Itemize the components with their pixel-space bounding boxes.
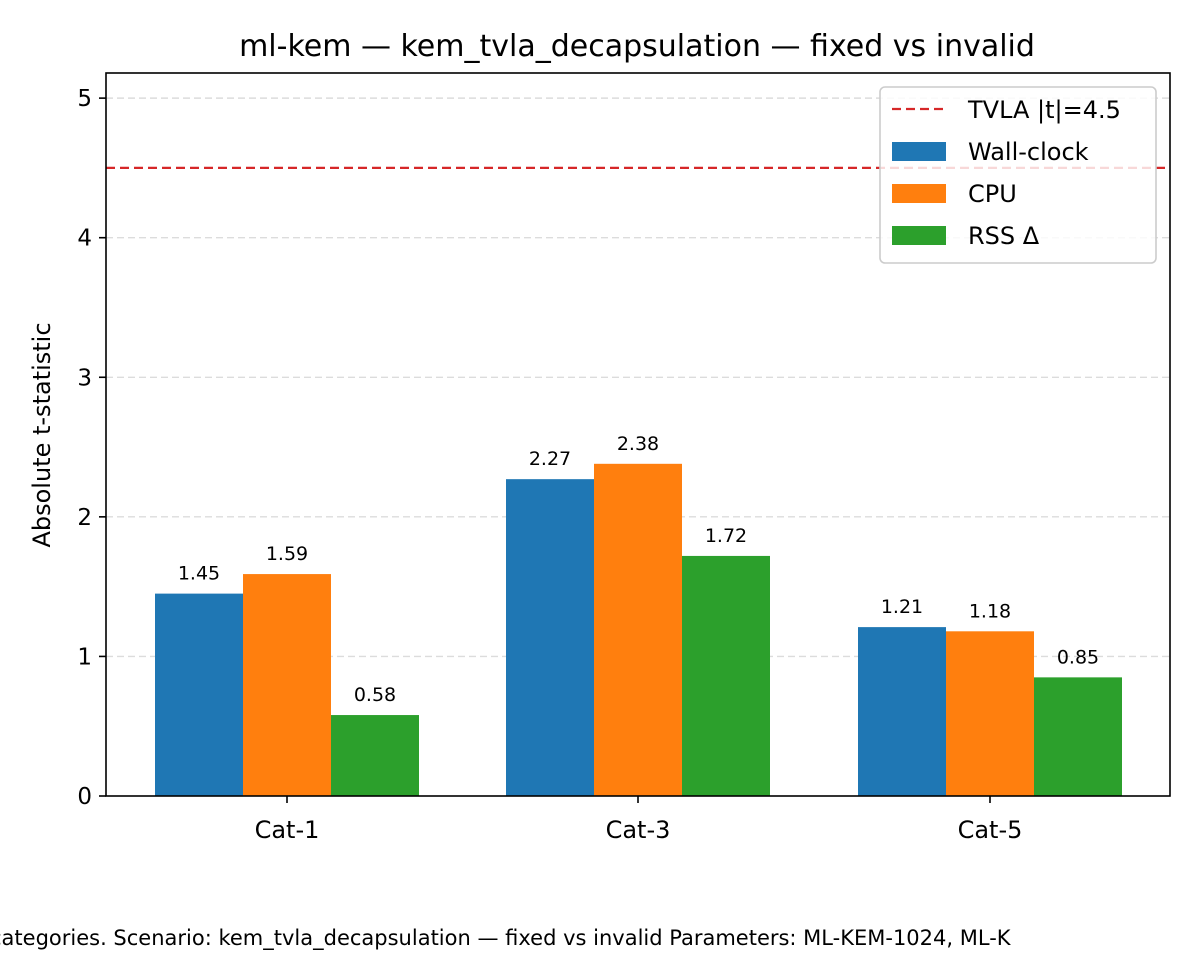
data-label: 1.18 <box>969 600 1011 622</box>
data-labels: 1.45 2.27 1.21 1.59 2.38 1.18 0.58 1.72 0.85 <box>178 433 1099 706</box>
bar <box>506 479 594 796</box>
data-label: 0.85 <box>1057 646 1099 668</box>
y-tick-label: 1 <box>77 644 92 670</box>
x-tick-label: Cat-3 <box>606 816 671 844</box>
bar <box>594 463 682 796</box>
bar <box>858 627 946 796</box>
bar <box>331 715 419 796</box>
chart-title: ml-kem — kem_tvla_decapsulation — fixed … <box>239 29 1035 64</box>
legend: TVLA |t|=4.5 Wall-clock CPU RSS Δ <box>879 86 1157 264</box>
y-tick-label: 3 <box>77 365 92 391</box>
data-label: 2.27 <box>529 448 571 470</box>
y-tick-label: 0 <box>77 784 92 810</box>
bar <box>946 631 1034 796</box>
data-label: 1.72 <box>705 525 747 547</box>
bar <box>1034 677 1122 796</box>
legend-label: TVLA |t|=4.5 <box>967 96 1121 124</box>
legend-swatch <box>892 184 946 203</box>
data-label: 0.58 <box>354 684 396 706</box>
data-label: 2.38 <box>617 433 659 455</box>
bar <box>155 593 243 796</box>
chart: ml-kem — kem_tvla_decapsulation — fixed … <box>28 29 1171 844</box>
y-tick-label: 4 <box>77 226 92 252</box>
y-tick-label: 2 <box>77 505 92 531</box>
legend-label: RSS Δ <box>968 222 1040 250</box>
y-axis-label: Absolute t-statistic <box>28 322 56 547</box>
caption-text: categories. Scenario: kem_tvla_decapsula… <box>0 926 1011 950</box>
legend-label: Wall-clock <box>968 138 1089 166</box>
figure-caption: categories. Scenario: kem_tvla_decapsula… <box>0 924 1200 954</box>
data-label: 1.21 <box>881 596 923 618</box>
y-tick-label: 5 <box>77 86 92 112</box>
bars <box>155 463 1122 796</box>
x-axis-ticks: Cat-1 Cat-3 Cat-5 <box>255 796 1023 844</box>
data-label: 1.45 <box>178 563 220 585</box>
data-label: 1.59 <box>266 543 308 565</box>
legend-swatch <box>892 226 946 245</box>
x-tick-label: Cat-5 <box>958 816 1023 844</box>
bar <box>243 574 331 796</box>
bar <box>682 555 770 796</box>
y-axis-ticks: 0 1 2 3 4 5 <box>77 86 106 810</box>
legend-label: CPU <box>968 180 1017 208</box>
x-tick-label: Cat-1 <box>255 816 320 844</box>
legend-box <box>879 86 1157 264</box>
legend-swatch <box>892 142 946 161</box>
